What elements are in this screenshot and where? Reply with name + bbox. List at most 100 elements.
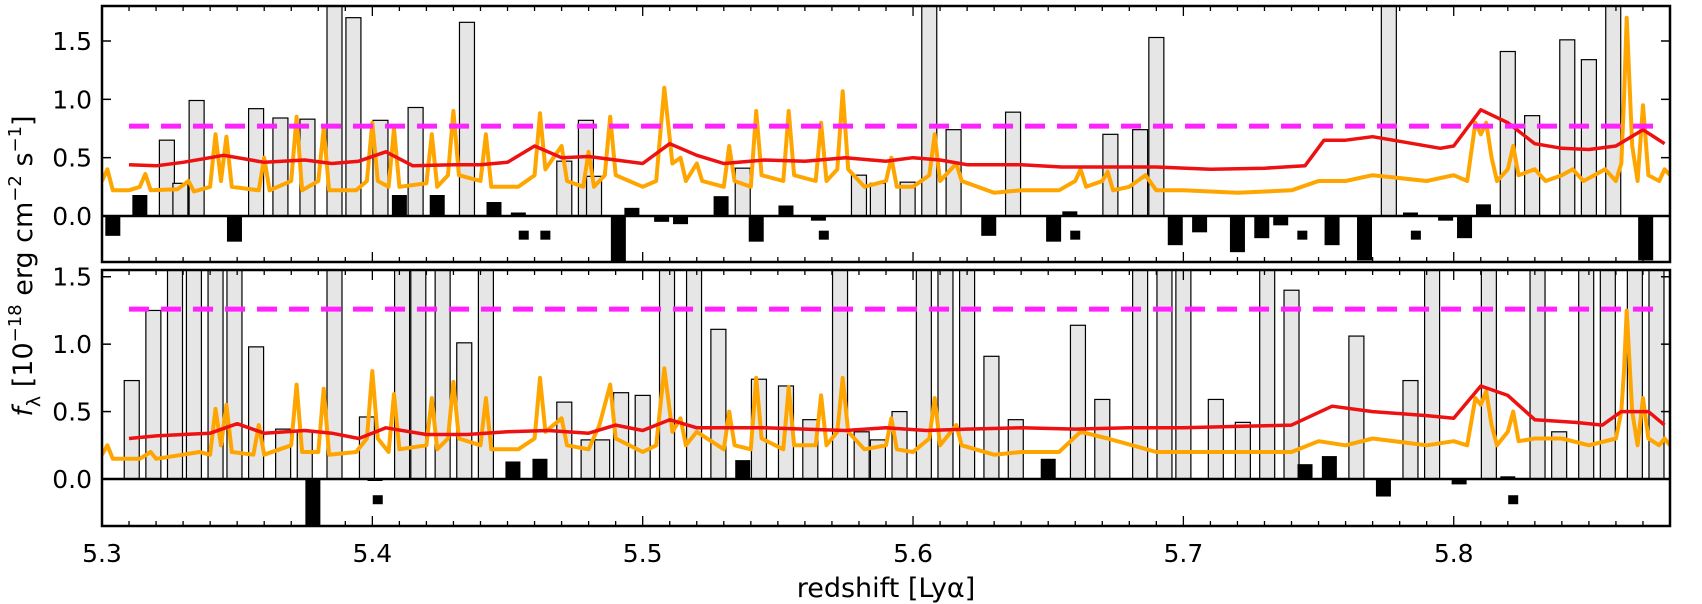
bar: [1499, 50, 1516, 217]
bar: [778, 205, 794, 216]
y-tick-label: 0.0: [52, 465, 92, 494]
bar: [1297, 464, 1313, 479]
bar: [1375, 479, 1391, 497]
bar: [981, 216, 997, 236]
bar: [1578, 270, 1595, 480]
bar: [1438, 216, 1454, 221]
bar: [226, 270, 243, 480]
bar: [458, 21, 476, 217]
bar: [391, 195, 407, 216]
bar: [1273, 216, 1289, 226]
bar: [226, 216, 242, 242]
bar: [1229, 216, 1245, 253]
x-tick-label: 5.8: [1434, 539, 1474, 568]
x-axis: 5.3 5.4 5.5 5.6 5.7 5.8: [82, 539, 1473, 568]
bar: [132, 195, 148, 216]
bottom-panel: 0.0 0.5 1.0 1.5: [52, 263, 1672, 528]
bar: [123, 379, 140, 480]
bar: [532, 458, 548, 479]
bar: [1599, 270, 1616, 480]
bar: [710, 328, 727, 480]
y-tick-label: 1.0: [52, 85, 92, 114]
bar: [634, 394, 651, 480]
bar: [1156, 270, 1173, 480]
bar: [1480, 270, 1497, 480]
x-tick-label: 5.7: [1163, 539, 1203, 568]
y-tick-label: 0.0: [52, 202, 92, 231]
y-tick-label: 1.0: [52, 330, 92, 359]
bar: [1175, 270, 1192, 480]
x-tick-label: 5.4: [352, 539, 392, 568]
bar: [1254, 216, 1270, 239]
bar-upper-limit-marker: [1070, 230, 1081, 240]
bar: [1380, 6, 1397, 217]
bar: [1580, 59, 1597, 217]
bar: [1324, 216, 1340, 246]
bar: [158, 139, 175, 217]
bar-upper-limit-marker: [540, 230, 551, 240]
plot-area: [102, 270, 1670, 526]
bar: [624, 207, 640, 216]
bar: [610, 216, 626, 262]
plot-area: [102, 6, 1670, 262]
x-tick-label: 5.3: [82, 539, 122, 568]
bar: [685, 270, 703, 480]
bar: [1475, 204, 1491, 216]
bar-upper-limit-marker: [818, 230, 829, 240]
bar: [1638, 216, 1654, 261]
bar: [105, 216, 121, 236]
bar: [1069, 324, 1087, 480]
bar: [1040, 458, 1056, 479]
bar: [921, 6, 938, 217]
bar: [1259, 270, 1276, 480]
bar: [869, 182, 886, 217]
y-tick-label: 1.5: [52, 27, 92, 56]
median-line: [128, 384, 1666, 441]
bar: [594, 439, 611, 480]
bar: [1423, 270, 1441, 480]
bar-upper-limit-marker: [1508, 495, 1519, 505]
y-tick-label: 0.5: [52, 144, 92, 173]
bar: [1321, 456, 1337, 479]
bar: [1167, 216, 1183, 246]
bar: [1357, 216, 1373, 261]
bar: [983, 355, 1000, 480]
bar: [429, 195, 445, 216]
bar: [185, 270, 203, 480]
bar-upper-limit-marker: [372, 495, 383, 505]
bar: [510, 212, 526, 216]
bar: [1402, 212, 1418, 216]
bar: [247, 346, 265, 480]
bar: [486, 202, 502, 216]
bar: [810, 216, 826, 221]
bar: [1451, 479, 1467, 485]
median-line: [128, 108, 1666, 172]
bar: [272, 117, 289, 217]
bar: [748, 216, 764, 242]
bar: [1192, 216, 1208, 233]
bar: [1457, 216, 1473, 239]
bar: [305, 479, 321, 526]
top-panel: 0.0 0.5 1.0 1.5: [52, 4, 1672, 264]
bar: [734, 167, 751, 217]
bar: [1132, 129, 1149, 217]
bar: [937, 270, 954, 480]
bar: [713, 196, 729, 216]
bar: [1524, 115, 1541, 217]
bar: [735, 460, 751, 479]
x-tick-label: 5.5: [623, 539, 663, 568]
x-axis-label: redshift [Lyα]: [797, 573, 976, 604]
bar: [1062, 211, 1078, 216]
noise-spectrum-line: [102, 15, 1670, 195]
bar: [275, 428, 292, 480]
bar: [673, 216, 689, 225]
bar-upper-limit-marker: [518, 230, 529, 240]
bar: [1648, 270, 1665, 480]
bar: [1046, 216, 1062, 242]
y-axis-label: fλ [10−18 erg cm−2 s−1]: [5, 115, 45, 416]
bar-upper-limit-marker: [1297, 230, 1308, 240]
bar-upper-limit-marker: [1410, 230, 1421, 240]
bar: [1207, 398, 1224, 480]
bar: [1402, 379, 1419, 480]
